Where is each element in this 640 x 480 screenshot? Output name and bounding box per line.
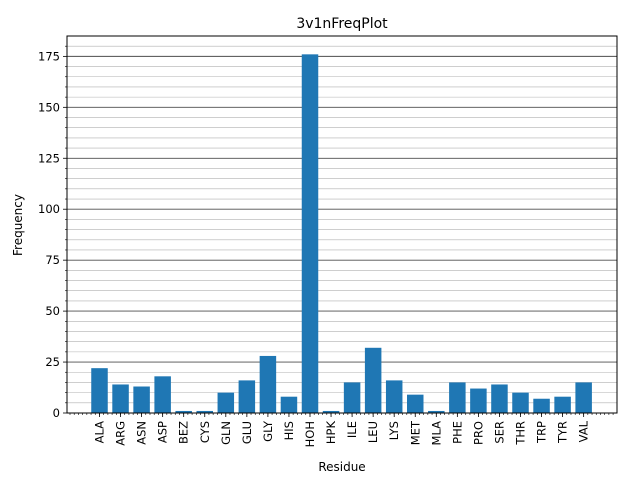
bar-cys (196, 410, 213, 413)
x-tick-label: BEZ (177, 421, 191, 444)
bars (91, 54, 592, 413)
bar-phe (449, 382, 466, 413)
bar-his (280, 396, 298, 413)
bar-arg (112, 384, 129, 413)
x-tick-label: ILE (345, 421, 359, 438)
x-tick-label: PRO (471, 421, 485, 445)
bar-ser (491, 384, 508, 413)
x-tick-label: ASP (156, 421, 170, 443)
x-tick-label: VAL (577, 420, 591, 442)
bar-val (575, 382, 592, 413)
x-tick-label: THR (514, 421, 528, 446)
bar-lys (385, 380, 403, 413)
bar-ile (343, 382, 361, 413)
bar-pro (470, 388, 487, 413)
y-tick-label: 75 (45, 253, 60, 267)
x-tick-label: HPK (324, 421, 338, 445)
x-axis: ALA ARG ASN ASP BEZ CYS GLN GLU GLY HIS HOH HPK ILE L… (69, 413, 614, 447)
x-tick-label: GLN (219, 421, 233, 445)
x-tick-label: TRP (535, 421, 549, 444)
y-tick-label: 125 (38, 151, 60, 165)
x-tick-label: LEU (366, 421, 380, 443)
bar-gln (217, 392, 235, 413)
bar-leu (364, 347, 382, 413)
bar-asn (133, 386, 150, 413)
x-tick-label: ASN (135, 421, 149, 445)
x-tick-label: PHE (450, 421, 464, 444)
x-tick-label: TYR (556, 421, 570, 444)
y-tick-label: 0 (53, 406, 60, 420)
y-tick-label: 50 (45, 304, 60, 318)
x-tick-label: MET (408, 420, 422, 445)
x-tick-label: HOH (303, 421, 317, 447)
x-tick-label: ALA (93, 421, 107, 444)
x-axis-label: Residue (318, 460, 365, 474)
chart-title: 3v1nFreqPlot (296, 16, 388, 32)
bar-gly (259, 355, 277, 413)
bar-ala (91, 368, 108, 413)
bar-bez (175, 410, 192, 413)
x-tick-label: MLA (429, 421, 443, 446)
y-tick-label: 175 (38, 49, 60, 63)
x-tick-label: CYS (198, 421, 212, 443)
bar-tyr (554, 396, 571, 413)
bar-hpk (322, 410, 340, 413)
x-tick-label: ARG (114, 421, 128, 446)
bar-mla (428, 410, 445, 413)
y-axis-label: Frequency (11, 194, 25, 256)
bar-hoh (301, 54, 319, 413)
bar-trp (533, 398, 550, 413)
bar-glu (238, 380, 256, 413)
plot-frame (66, 35, 618, 414)
x-tick-label: SER (492, 421, 506, 444)
y-tick-label: 150 (38, 100, 60, 114)
x-tick-label: HIS (282, 421, 296, 440)
bar-asp (154, 376, 171, 413)
x-tick-label: LYS (387, 421, 401, 440)
grid-lines (67, 45, 617, 414)
bar-thr (512, 392, 529, 413)
x-tick-label: GLY (261, 420, 275, 442)
y-tick-label: 25 (45, 355, 60, 369)
y-tick-label: 100 (38, 202, 60, 216)
y-axis: 0 25 50 75 100 125 150 175 (38, 45, 67, 420)
x-tick-label: GLU (240, 421, 254, 444)
bar-met (407, 394, 424, 413)
